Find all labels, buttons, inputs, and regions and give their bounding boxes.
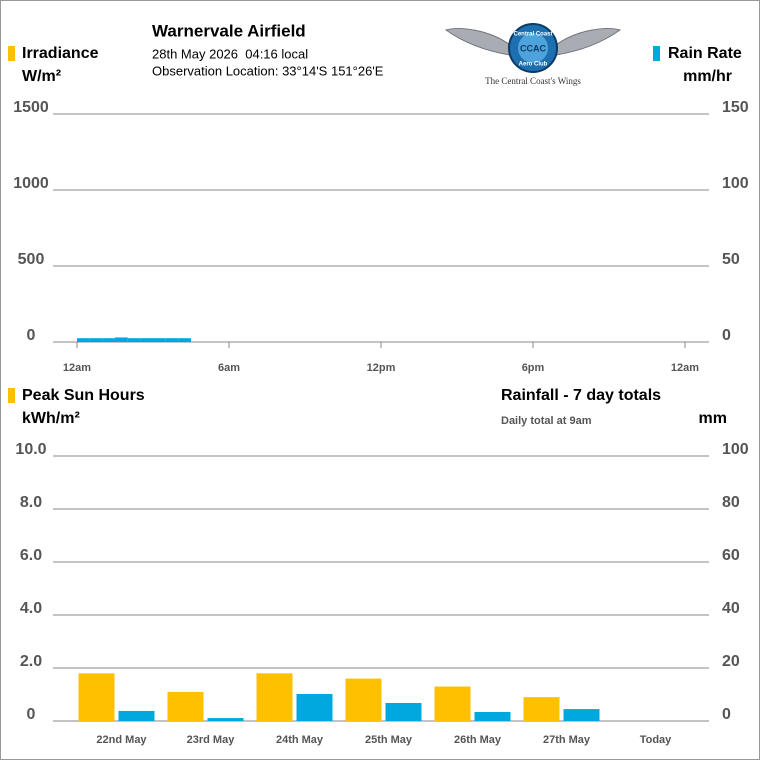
- bar: [167, 691, 204, 721]
- x-tick-label: 12pm: [367, 362, 396, 374]
- y2-tick-label: 150: [722, 99, 749, 116]
- y-unit: W/m²: [22, 68, 61, 85]
- logo-caption: The Central Coast's Wings: [485, 76, 581, 86]
- y2-tick-label: 50: [722, 251, 740, 268]
- legend-label: Irradiance: [22, 45, 99, 62]
- x-tick-label: Today: [640, 734, 672, 746]
- bar: [127, 338, 141, 342]
- bar: [385, 702, 422, 721]
- x-tick-label: 6am: [218, 362, 240, 374]
- y2-tick-label: 0: [722, 706, 731, 723]
- bar: [115, 337, 128, 342]
- series-title: Rainfall - 7 day totals: [501, 387, 661, 404]
- bar: [77, 338, 90, 342]
- legend-swatch: [8, 46, 15, 61]
- logo-ring-top: Central Coast: [513, 32, 552, 38]
- x-tick-label: 12am: [671, 362, 699, 374]
- y-tick-label: 2.0: [20, 653, 42, 670]
- bar: [140, 338, 153, 342]
- y-tick-label: 1500: [13, 99, 49, 116]
- y-tick-label: 0: [27, 706, 36, 723]
- bar: [78, 673, 115, 721]
- y2-tick-label: 40: [722, 600, 740, 617]
- bar: [102, 338, 115, 342]
- x-tick-label: 24th May: [276, 734, 324, 746]
- y2-unit: mm: [699, 410, 727, 427]
- legend-label: Peak Sun Hours: [22, 387, 145, 404]
- y2-unit: mm/hr: [683, 68, 732, 85]
- bar: [563, 709, 600, 721]
- y-tick-label: 0: [27, 327, 36, 344]
- bar: [296, 693, 333, 721]
- bar: [523, 697, 560, 721]
- y2-tick-label: 60: [722, 547, 740, 564]
- x-tick-label: 27th May: [543, 734, 591, 746]
- y2-tick-label: 0: [722, 327, 731, 344]
- logo-ring-bottom: Aero Club: [519, 62, 548, 68]
- x-tick-label: 12am: [63, 362, 91, 374]
- bar: [256, 673, 293, 721]
- x-tick-label: 26th May: [454, 734, 502, 746]
- y2-tick-label: 80: [722, 494, 740, 511]
- y2-tick-label: 20: [722, 653, 740, 670]
- x-tick-label: 23rd May: [187, 734, 236, 746]
- datetime: 28th May 2026 04:16 local: [152, 46, 308, 61]
- bar: [474, 711, 511, 721]
- legend-swatch: [653, 46, 660, 61]
- location: Observation Location: 33°14'S 151°26'E: [152, 63, 384, 78]
- logo: Central Coast Aero Club CCAC The Central…: [444, 23, 622, 86]
- bar: [178, 338, 191, 342]
- x-tick-label: 25th May: [365, 734, 413, 746]
- bar: [207, 718, 244, 721]
- x-tick-label: 22nd May: [96, 734, 147, 746]
- y-tick-label: 8.0: [20, 494, 42, 511]
- bar: [153, 338, 166, 342]
- y-tick-label: 4.0: [20, 600, 42, 617]
- subtitle: Daily total at 9am: [501, 415, 592, 427]
- y-unit: kWh/m²: [22, 410, 80, 427]
- legend-label: Rain Rate: [668, 45, 742, 62]
- title: Warnervale Airfield: [152, 21, 306, 40]
- bar: [165, 338, 179, 342]
- bar: [434, 686, 471, 721]
- bar: [345, 678, 382, 721]
- bar: [89, 338, 103, 342]
- y-tick-label: 10.0: [15, 441, 46, 458]
- y-tick-label: 1000: [13, 175, 49, 192]
- logo-monogram: CCAC: [520, 43, 546, 53]
- x-tick-label: 6pm: [522, 362, 545, 374]
- y-tick-label: 6.0: [20, 547, 42, 564]
- bar: [118, 710, 155, 721]
- y2-tick-label: 100: [722, 175, 749, 192]
- y2-tick-label: 100: [722, 441, 749, 458]
- legend-swatch: [8, 388, 15, 403]
- y-tick-label: 500: [18, 251, 45, 268]
